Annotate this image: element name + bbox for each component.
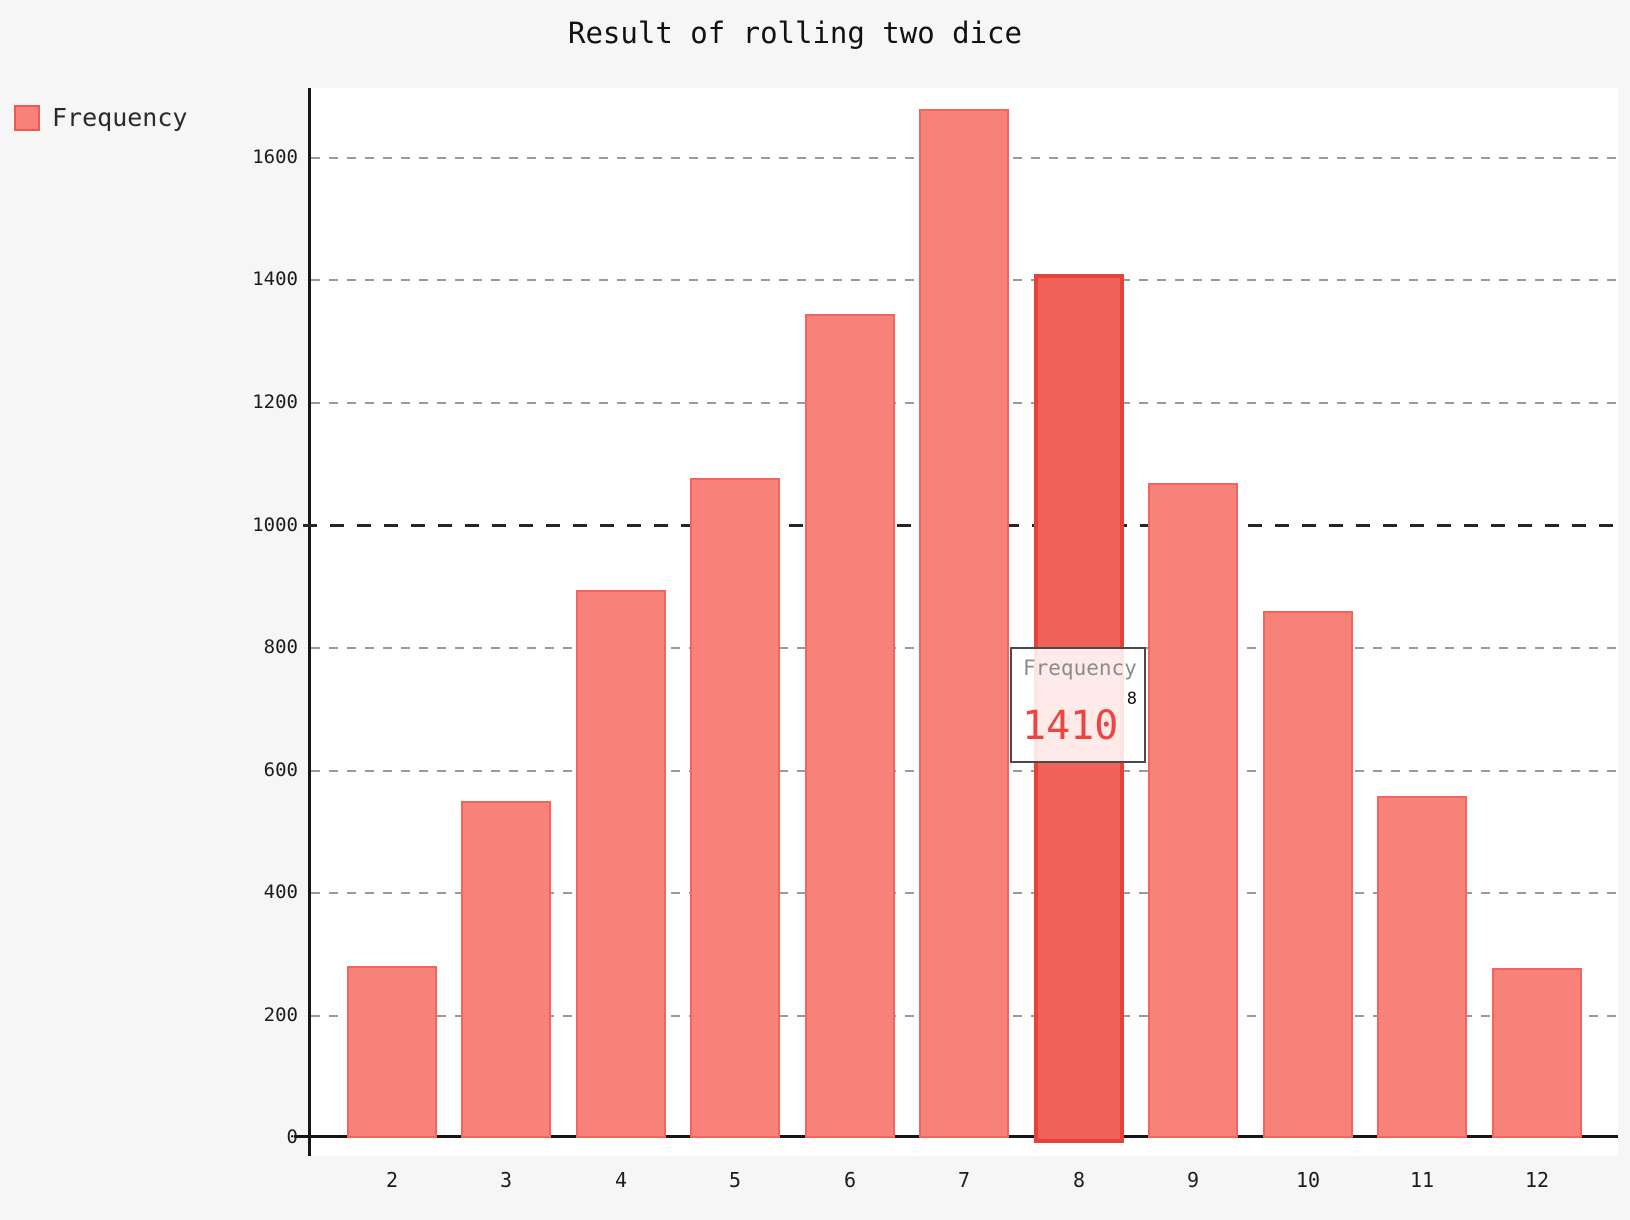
x-tick-label-2: 2: [385, 1168, 399, 1192]
bar-7[interactable]: [919, 109, 1009, 1138]
y-tick-label-1000: 1000: [252, 514, 298, 536]
y-tick-label-1600: 1600: [252, 146, 298, 168]
bar-3[interactable]: [461, 801, 551, 1138]
x-tick-label-8: 8: [1072, 1168, 1086, 1192]
legend-item-frequency[interactable]: Frequency: [14, 103, 187, 132]
bar-6[interactable]: [805, 314, 895, 1138]
x-tick-label-4: 4: [614, 1168, 628, 1192]
y-tick-label-800: 800: [263, 636, 298, 658]
bar-11[interactable]: [1377, 796, 1467, 1138]
x-tick-label-10: 10: [1295, 1168, 1321, 1192]
tooltip: Frequency 8 1410: [1010, 647, 1146, 763]
x-tick-label-7: 7: [957, 1168, 971, 1192]
tooltip-series-label: Frequency: [1023, 656, 1137, 680]
bar-2[interactable]: [347, 966, 437, 1138]
x-tick-label-9: 9: [1186, 1168, 1200, 1192]
legend-swatch-icon: [14, 104, 40, 131]
legend-label: Frequency: [52, 103, 188, 132]
x-tick-label-5: 5: [728, 1168, 742, 1192]
tooltip-value: 1410: [1022, 703, 1119, 749]
bar-4[interactable]: [576, 590, 666, 1138]
bar-12[interactable]: [1492, 968, 1582, 1138]
tooltip-category: 8: [1126, 689, 1137, 709]
x-tick-label-6: 6: [843, 1168, 857, 1192]
x-tick-label-11: 11: [1409, 1168, 1435, 1192]
y-tick-label-200: 200: [263, 1004, 298, 1026]
x-tick-label-3: 3: [499, 1168, 513, 1192]
x-tick-label-12: 12: [1524, 1168, 1550, 1192]
bar-9[interactable]: [1148, 483, 1238, 1138]
chart-title: Result of rolling two dice: [568, 16, 1022, 50]
y-tick-label-1400: 1400: [252, 268, 298, 290]
y-tick-label-1200: 1200: [252, 391, 298, 413]
y-tick-label-400: 400: [263, 881, 298, 903]
y-tick-label-0: 0: [286, 1126, 298, 1148]
bar-5[interactable]: [690, 478, 780, 1138]
bar-10[interactable]: [1263, 611, 1353, 1138]
y-tick-label-600: 600: [263, 759, 298, 781]
